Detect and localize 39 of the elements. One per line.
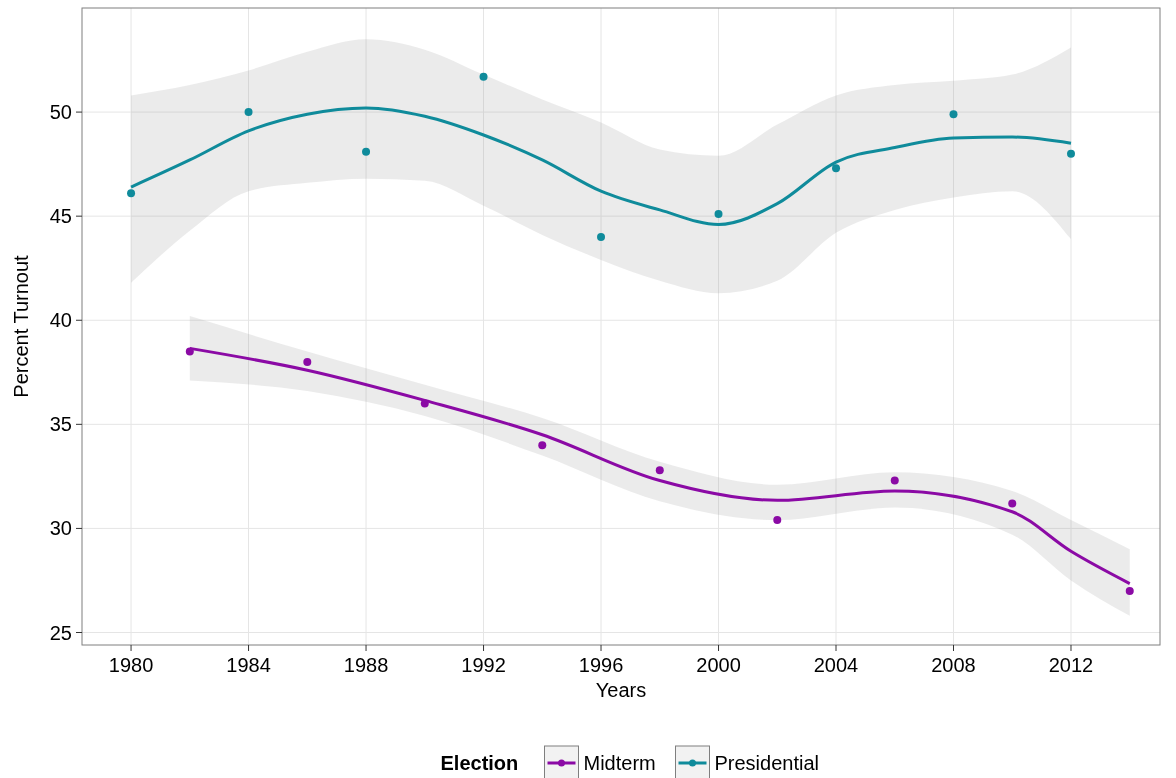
- x-tick-label: 1984: [226, 654, 271, 676]
- point: [479, 72, 488, 81]
- point: [244, 108, 253, 117]
- point: [1008, 499, 1017, 508]
- legend-label: Midterm: [583, 752, 656, 774]
- x-axis-title: Years: [595, 679, 647, 701]
- y-tick-label: 50: [49, 101, 72, 124]
- point: [949, 110, 958, 119]
- point: [714, 210, 723, 219]
- point: [655, 466, 664, 475]
- y-tick-label: 30: [49, 517, 72, 540]
- point: [597, 232, 606, 241]
- x-tick-label: 1980: [108, 654, 154, 676]
- x-tick-label: 2008: [931, 654, 976, 676]
- y-tick-label: 35: [49, 413, 72, 436]
- point: [303, 357, 312, 366]
- point: [832, 164, 841, 173]
- point: [890, 476, 899, 485]
- point: [127, 189, 136, 198]
- point: [773, 516, 782, 525]
- y-axis-title: Percent Turnout: [10, 254, 32, 398]
- x-tick-label: 2000: [696, 654, 741, 676]
- point: [362, 147, 371, 156]
- x-tick-label: 1992: [461, 654, 506, 676]
- line-series: [129, 106, 1073, 226]
- y-tick-label: 40: [49, 309, 72, 332]
- y-tick-label: 45: [49, 205, 72, 228]
- legend-label: Presidential: [714, 752, 820, 774]
- point: [185, 347, 194, 356]
- legend-title: Election: [440, 752, 519, 774]
- point: [420, 399, 429, 408]
- x-tick-label: 2004: [813, 654, 859, 676]
- point: [1067, 149, 1075, 158]
- point: [538, 441, 547, 450]
- y-tick-label: 25: [49, 621, 72, 644]
- x-tick-label: 1996: [578, 654, 624, 676]
- x-tick-label: 1988: [343, 654, 389, 676]
- x-tick-label: 2012: [1048, 654, 1094, 676]
- point: [1125, 586, 1134, 595]
